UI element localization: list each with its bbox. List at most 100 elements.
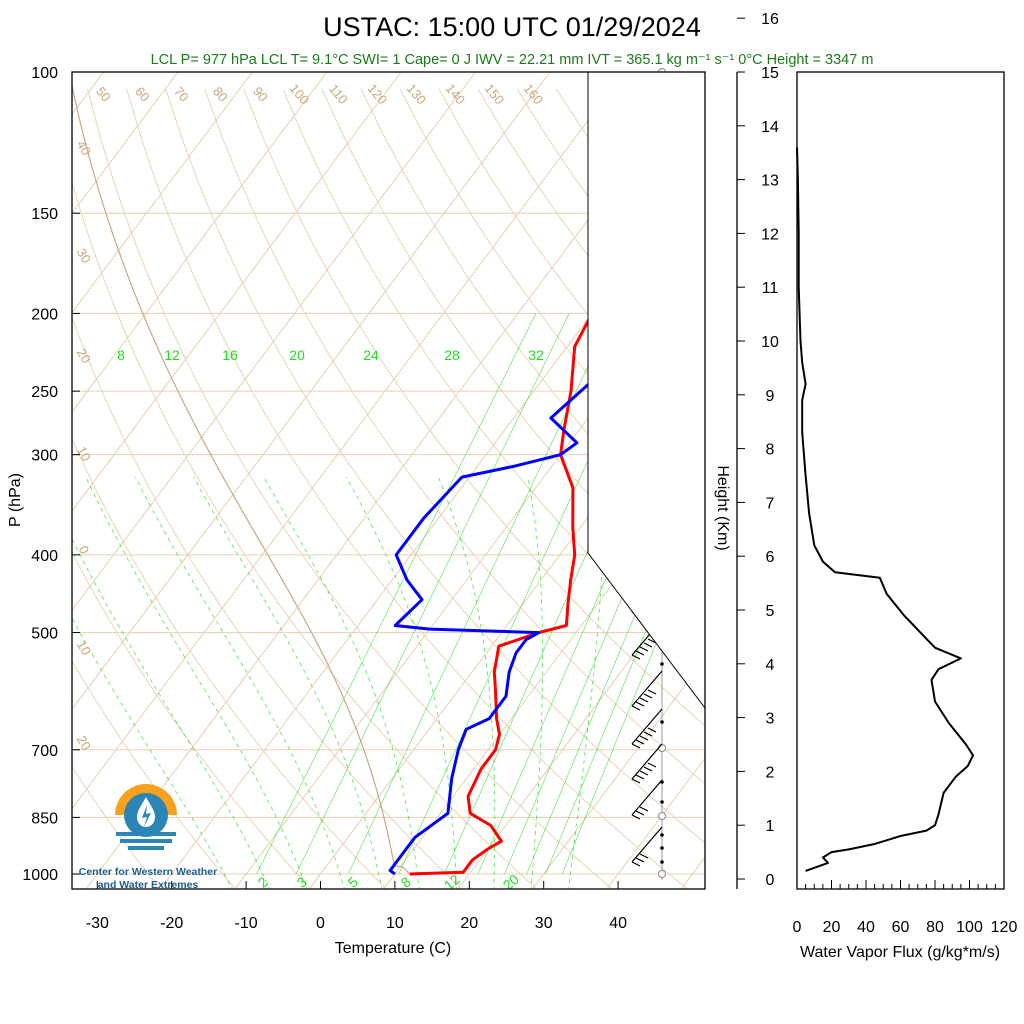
wind-barb-flag (635, 739, 645, 745)
dry-adiabat-line (72, 316, 462, 889)
height-tick-label: 12 (761, 226, 779, 243)
dry-adiabat-line (204, 88, 705, 785)
y-tick-label: 1000 (22, 867, 58, 884)
isotherm-line (531, 658, 705, 889)
isotherm-label: 40 (74, 138, 94, 158)
dry-adiabat-label: 140 (443, 81, 468, 107)
x-tick-label: 0 (316, 915, 325, 932)
height-tick-label: 16 (761, 11, 779, 28)
mixing-ratio-label: 24 (363, 347, 379, 363)
dry-adiabat-label: 150 (482, 81, 507, 107)
wind-barb-flag (643, 766, 653, 772)
height-tick-label: 10 (761, 334, 779, 351)
x-tick-label: -20 (160, 915, 183, 932)
wind-barb-flag (643, 693, 653, 699)
isotherm-label: 20 (74, 733, 94, 753)
dry-adiabat-line (72, 660, 236, 889)
flux-x-label: Water Vapor Flux (g/kg*m/s) (800, 944, 1000, 961)
isotherm-label: 10 (74, 638, 94, 658)
dry-adiabat-line (243, 88, 705, 727)
dry-adiabat-label: 100 (287, 81, 312, 107)
wind-barb-flag (639, 735, 649, 741)
dry-adiabat-label: 110 (326, 81, 351, 107)
wind-barb-flag (639, 770, 649, 776)
flux-x-tick-label: 20 (823, 919, 841, 936)
flux-x-tick-label: 100 (956, 919, 983, 936)
barb-dot (660, 720, 664, 724)
upper-right-mask (588, 72, 705, 708)
mixing-ratio-label: 8 (398, 873, 414, 890)
dry-adiabat-line (321, 88, 705, 613)
flux-frame (796, 71, 1005, 890)
chart-title: USTAC: 15:00 UTC 01/29/2024 (323, 12, 701, 42)
height-tick-label: 5 (766, 603, 775, 620)
dry-adiabat-label: 160 (521, 81, 546, 107)
isotherm-label: 20 (74, 346, 94, 366)
mixing-ratio-line (256, 313, 537, 875)
barb-station-circle (658, 812, 666, 820)
isotherm-line (457, 558, 705, 889)
flux-x-tick-label: 80 (926, 919, 944, 936)
isotherm-line (754, 54, 1024, 891)
wind-barb-flag (647, 727, 657, 733)
moist-adiabat-line (72, 538, 271, 889)
dry-adiabat-line (282, 88, 705, 670)
wind-barb-flag (631, 654, 641, 660)
moist-adiabat-line (263, 476, 420, 889)
isotherm-line (72, 72, 402, 512)
mixing-ratio-line (295, 313, 570, 875)
wind-barb-flag (631, 778, 641, 784)
chart-subtitle: LCL P= 977 hPa LCL T= 9.1°C SWI= 1 Cape=… (151, 52, 874, 68)
logo-wave-1 (116, 832, 176, 836)
dry-adiabat-line (165, 88, 705, 844)
skewt-y-label: P (hPa) (7, 473, 24, 527)
wind-barb (631, 779, 663, 816)
wind-barb-flag (639, 697, 649, 703)
wind-barb-flag (643, 731, 653, 737)
skewt-grid: 50 60 70 80 90 100 110 120 130 140 150 160403020100… (0, 54, 1024, 891)
height-tick-label: 15 (761, 65, 779, 82)
wind-barb-flag (631, 743, 641, 749)
wind-barb-flag (631, 814, 641, 820)
skewt-x-label: Temperature (C) (335, 940, 451, 957)
barb-dot (660, 800, 664, 804)
flux-x-tick-label: 0 (793, 919, 802, 936)
logo-bolt-shape (142, 805, 151, 827)
dry-adiabat-label: 90 (250, 84, 271, 105)
y-tick-label: 100 (31, 65, 58, 82)
height-tick-label: 2 (766, 764, 775, 781)
y-tick-label: 250 (31, 384, 58, 401)
x-tick-label: 30 (535, 915, 553, 932)
mixing-ratio-label: 20 (289, 347, 305, 363)
height-tick-label: 6 (766, 549, 775, 566)
wind-barb-flag (647, 689, 657, 695)
wind-barb-flag (635, 774, 645, 780)
logo-text-line1: Center for Western Weather (79, 866, 217, 878)
height-tick-label: 14 (761, 119, 779, 136)
mixing-ratio-label: 2 (255, 873, 271, 890)
dry-adiabat-label: 70 (171, 84, 192, 105)
height-tick-label: 0 (766, 872, 775, 889)
wind-barb-flag (639, 853, 649, 859)
dry-adiabat-line (72, 766, 161, 889)
x-tick-label: 20 (460, 915, 478, 932)
dry-adiabat-line (360, 88, 705, 558)
wind-barb-flag (635, 857, 645, 863)
height-tick-label: 13 (761, 173, 779, 190)
water-vapor-flux-line (796, 147, 974, 872)
wind-barb (631, 708, 663, 745)
wind-barb-flag (631, 861, 641, 867)
moist-adiabat-line (438, 476, 496, 889)
isotherm-line (0, 54, 43, 891)
mixing-ratio-label: 8 (117, 347, 125, 363)
barb-dot (660, 846, 664, 850)
isotherm-label: 10 (74, 444, 94, 464)
cw3e-logo: Center for Western Weather and Water Ext… (79, 784, 217, 891)
mask-boundary-line (587, 72, 706, 709)
moist-adiabat-line (346, 476, 457, 889)
dry-adiabat-line (72, 180, 538, 889)
isotherm-line (234, 261, 705, 889)
